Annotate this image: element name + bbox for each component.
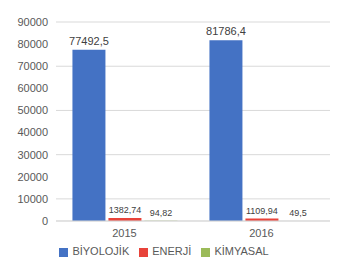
svg-text:20000: 20000 [17, 171, 48, 183]
html-text:BİYOLOJİK: BİYOLOJİK [72, 245, 130, 257]
svg-text:80000: 80000 [17, 38, 48, 50]
svg-text:70000: 70000 [17, 60, 48, 72]
svg-text:49,5: 49,5 [289, 208, 307, 218]
svg-text:60000: 60000 [17, 82, 48, 94]
svg-text:94,82: 94,82 [150, 208, 173, 218]
html-text:KİMYASAL: KİMYASAL [214, 245, 269, 257]
svg-text:50000: 50000 [17, 104, 48, 116]
svg-text:1382,74: 1382,74 [109, 205, 142, 215]
svg-text:30000: 30000 [17, 149, 48, 161]
svg-text:2016: 2016 [249, 227, 273, 239]
svg-text:2015: 2015 [112, 227, 136, 239]
svg-text:81786,4: 81786,4 [206, 25, 246, 37]
svg-text:0: 0 [42, 215, 48, 227]
svg-text:90000: 90000 [17, 16, 48, 28]
svg-text:1109,94: 1109,94 [246, 206, 278, 216]
svg-text:10000: 10000 [17, 193, 48, 205]
svg-text:77492,5: 77492,5 [69, 35, 109, 47]
html-text:ENERJİ: ENERJİ [152, 245, 192, 257]
svg-text:40000: 40000 [17, 126, 48, 138]
